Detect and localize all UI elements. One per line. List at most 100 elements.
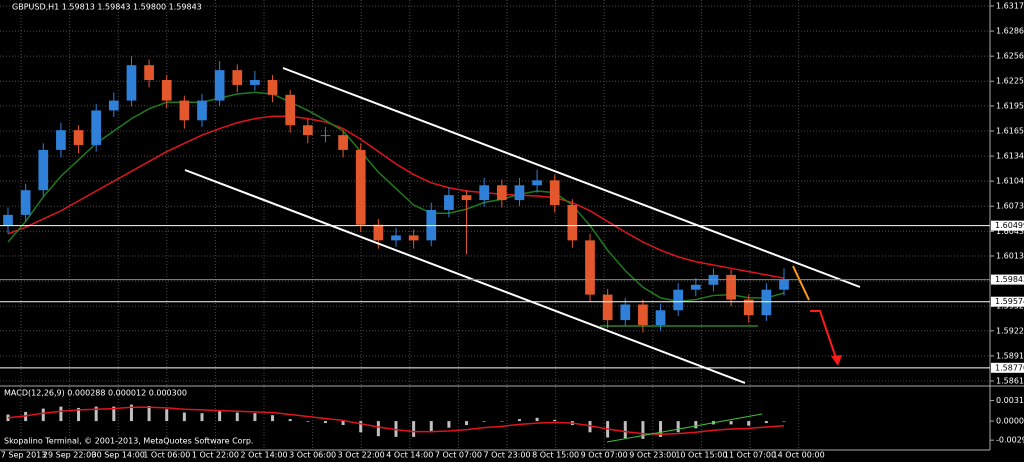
macd-bar xyxy=(288,419,292,422)
y-tick-label: 1.61955 xyxy=(996,101,1024,110)
candle-body xyxy=(585,240,595,295)
y-tick-label: 1.59220 xyxy=(996,326,1024,335)
y-tick-label: 1.58915 xyxy=(996,351,1024,360)
x-tick-label: 27 Sep 2013 xyxy=(0,451,46,460)
y-tick-label: 1.61650 xyxy=(996,126,1024,135)
candle-body xyxy=(338,135,348,150)
macd-bar xyxy=(623,421,627,439)
macd-bar xyxy=(147,405,151,422)
price-level-box xyxy=(991,296,1024,307)
macd-bar xyxy=(500,421,504,422)
candle-body xyxy=(250,80,260,85)
candle-body xyxy=(126,65,137,101)
x-tick-label: 9 Oct 07:00 xyxy=(581,451,628,460)
price-level-label: 1.60499 xyxy=(995,221,1024,230)
macd-bar xyxy=(253,413,257,422)
candle-body xyxy=(355,149,366,225)
candle-body xyxy=(638,304,648,326)
macd-bar xyxy=(306,421,310,422)
candle-body xyxy=(38,149,49,191)
candle-body xyxy=(267,80,278,95)
candle-body xyxy=(743,299,754,316)
x-tick-label: 3 Oct 06:00 xyxy=(289,451,336,460)
y-tick-label: 1.58610 xyxy=(996,376,1024,385)
macd-bar xyxy=(323,421,327,424)
channel-line xyxy=(282,67,861,288)
candle-body xyxy=(197,100,207,121)
moving-average xyxy=(7,91,785,302)
y-tick-label: 1.62255 xyxy=(996,77,1024,86)
x-tick-label: 10 Oct 15:00 xyxy=(675,451,727,460)
price-level-label: 1.59843 xyxy=(995,275,1024,284)
macd-bar xyxy=(764,421,768,424)
price-level-box xyxy=(991,362,1024,373)
candle-body xyxy=(3,214,13,226)
macd-bar xyxy=(41,408,45,422)
x-tick-label: 7 Oct 07:00 xyxy=(435,451,482,460)
macd-bar xyxy=(517,419,521,422)
macd-bar xyxy=(412,421,416,437)
macd-bar xyxy=(553,419,557,422)
macd-y-tick-label: 0.00314 xyxy=(996,396,1024,405)
candle-body xyxy=(408,235,419,241)
macd-bar xyxy=(218,411,222,422)
x-tick-label: 3 Oct 22:00 xyxy=(338,451,385,460)
candle-body xyxy=(373,224,384,241)
candle-body xyxy=(496,185,507,201)
x-tick-label: 11 Oct 07:00 xyxy=(724,451,776,460)
y-tick-label: 1.60130 xyxy=(996,251,1024,260)
macd-bar xyxy=(782,421,786,422)
candle-body xyxy=(108,100,119,111)
channel-line xyxy=(184,169,746,384)
macd-bar xyxy=(59,406,63,422)
candle-body xyxy=(20,190,31,215)
orange-arrow xyxy=(792,265,810,301)
candle-body xyxy=(214,70,225,101)
candle-body xyxy=(532,180,542,186)
candle-body xyxy=(73,130,84,145)
macd-bar xyxy=(129,404,133,422)
macd-bar xyxy=(182,412,186,422)
red-arrow xyxy=(810,310,839,365)
candle-body xyxy=(161,80,172,101)
x-tick-label: 9 Oct 23:00 xyxy=(629,451,676,460)
y-tick-label: 1.60430 xyxy=(996,227,1024,236)
x-tick-label: 2 Oct 14:00 xyxy=(240,451,287,460)
y-tick-label: 1.61345 xyxy=(996,152,1024,161)
candle-body xyxy=(232,70,243,85)
candle-body xyxy=(779,279,789,290)
y-tick-label: 1.60735 xyxy=(996,202,1024,211)
candle-body xyxy=(461,195,472,201)
macd-bar xyxy=(482,421,486,422)
macd-y-tick-label: -0.00290 xyxy=(996,436,1024,445)
macd-bar xyxy=(535,417,539,422)
macd-bar xyxy=(77,407,81,422)
chart-title: GBPUSD,H1 1.59813 1.59843 1.59800 1.5984… xyxy=(12,3,202,12)
macd-bar xyxy=(359,421,363,433)
x-tick-label: 29 Sep 22:00 xyxy=(43,451,96,460)
candle-body xyxy=(144,65,154,81)
candle-body xyxy=(56,130,66,150)
grid-layer xyxy=(0,0,990,450)
price-level-box xyxy=(991,220,1024,231)
macd-bar xyxy=(200,413,204,422)
macd-bar xyxy=(588,421,592,433)
candle-body xyxy=(91,110,102,145)
candle-body xyxy=(726,274,736,300)
macd-bar xyxy=(94,406,98,422)
macd-bar xyxy=(729,421,733,425)
candle-body xyxy=(673,289,684,311)
macd-bar xyxy=(641,421,645,439)
candle-body xyxy=(567,204,578,241)
price-level-label: 1.59574 xyxy=(995,297,1024,306)
macd-bar xyxy=(341,421,345,426)
x-tick-label: 30 Sep 14:00 xyxy=(91,451,144,460)
macd-bar xyxy=(694,421,698,429)
moving-average xyxy=(7,115,785,279)
macd-bar xyxy=(447,421,451,428)
candle-body xyxy=(602,294,613,321)
candle-body xyxy=(320,135,331,137)
